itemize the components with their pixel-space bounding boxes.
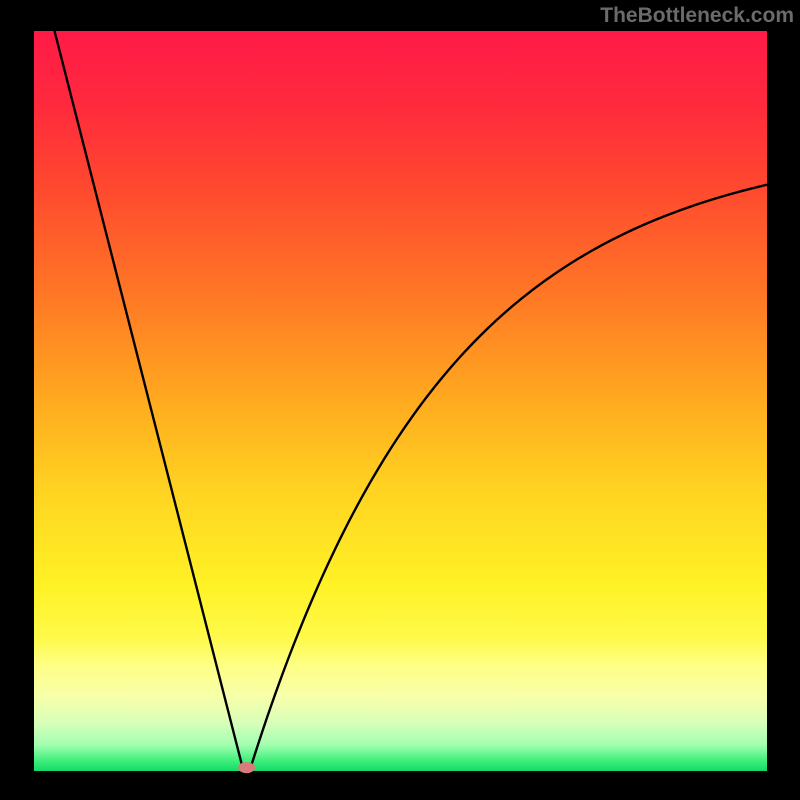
optimal-point-marker (239, 763, 255, 773)
chart-container: TheBottleneck.com (0, 0, 800, 800)
plot-background-gradient (34, 31, 767, 771)
watermark-label: TheBottleneck.com (600, 4, 794, 28)
bottleneck-chart (0, 0, 800, 800)
